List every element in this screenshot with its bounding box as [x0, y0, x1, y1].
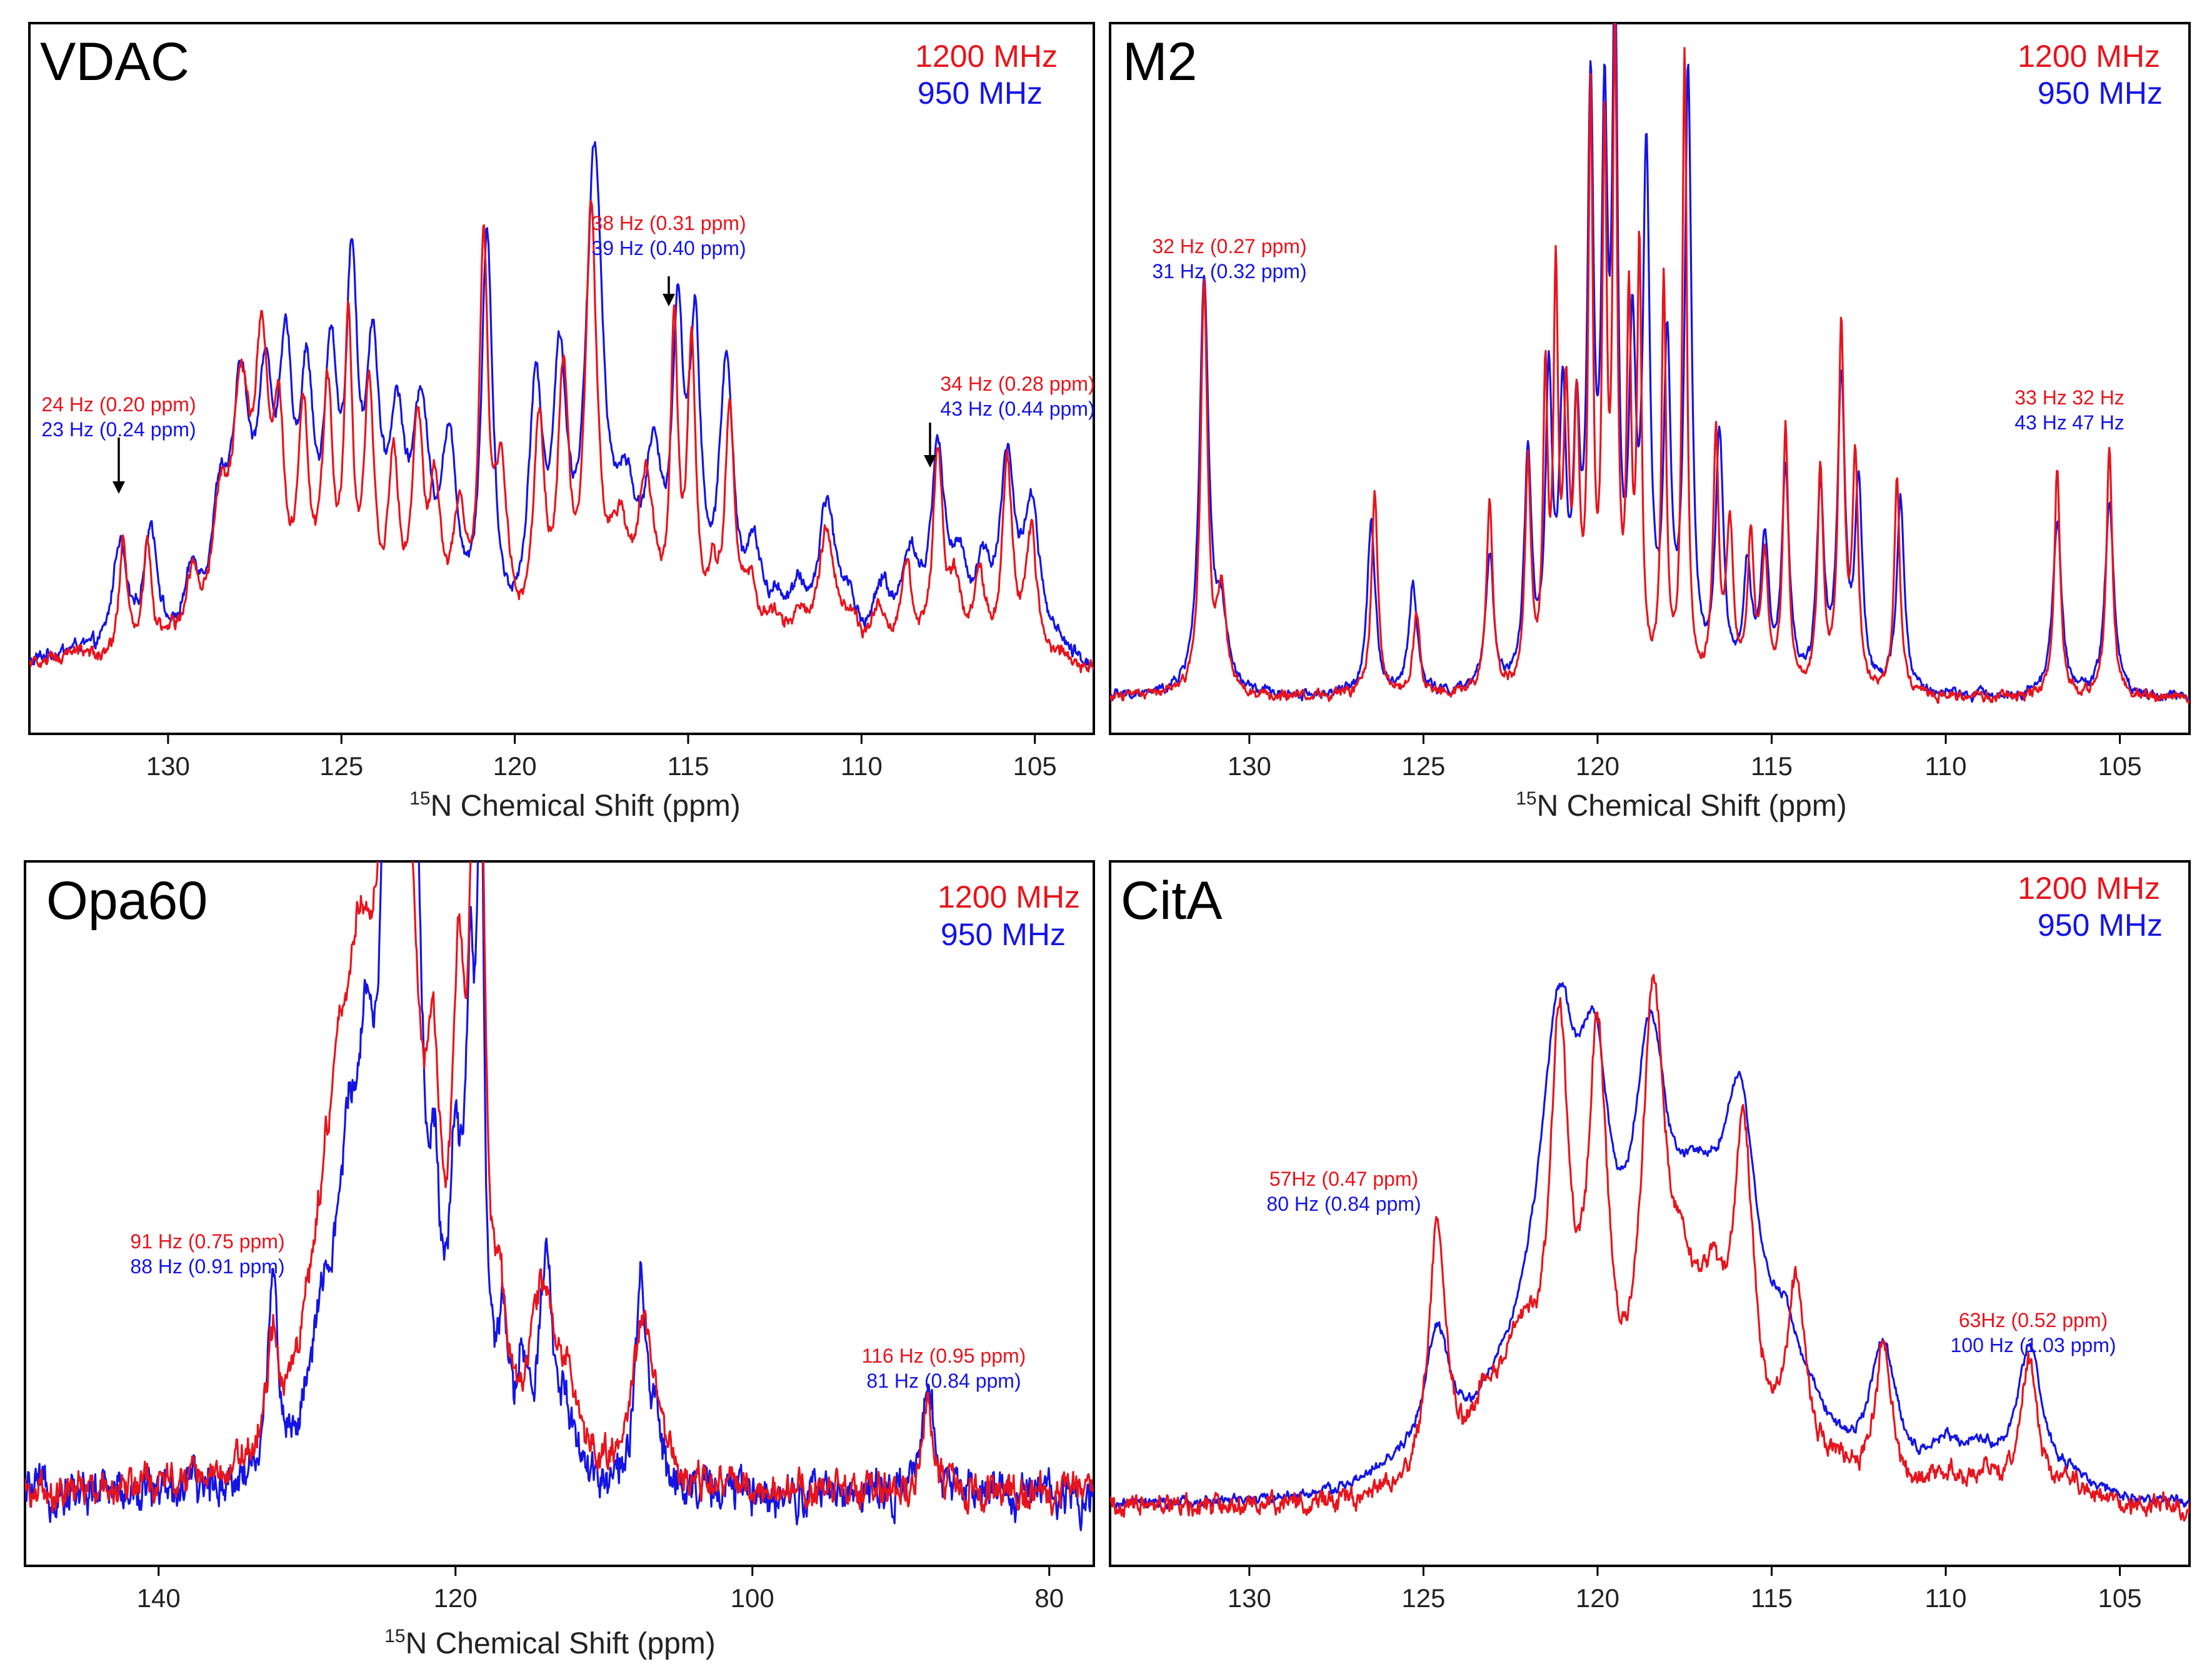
x-axis-ticks: 130 125 120 115 110 105 — [1228, 1566, 2142, 1613]
traces — [1110, 974, 2189, 1522]
annotation-blue: 80 Hz (0.84 ppm) — [1266, 1193, 1421, 1215]
annotation-blue: 88 Hz (0.91 ppm) — [130, 1255, 284, 1278]
x-axis-ticks: 130 125 120 115 110 105 — [146, 734, 1057, 781]
x-tick-label: 130 — [146, 751, 190, 781]
annotation-red: 91 Hz (0.75 ppm) — [130, 1230, 284, 1253]
annotation-blue: 43 Hz (0.44 ppm) — [940, 398, 1094, 420]
panel-vdac: 130 125 120 115 110 105 24 Hz (0.20 ppm)23 Hz… — [28, 22, 1095, 823]
legend-950: 950 MHz — [2038, 908, 2163, 943]
x-tick-label: 120 — [1576, 1583, 1619, 1613]
series-line-950-mhz — [1110, 23, 2189, 703]
annotation-blue: 47 Hz — [2072, 411, 2124, 434]
plot-frame — [28, 22, 1095, 735]
legend-950: 950 MHz — [941, 917, 1066, 952]
x-tick-label: 110 — [1925, 1583, 1967, 1613]
annotation-blue: 39 Hz (0.40 ppm) — [591, 237, 746, 259]
x-tick-label: 100 — [731, 1583, 774, 1613]
plot-frame — [1109, 860, 2191, 1567]
annotation-blue: 23 Hz (0.24 ppm) — [41, 418, 196, 441]
x-tick-label: 80 — [1034, 1583, 1064, 1613]
annotations: 57Hz (0.47 ppm) 80 Hz (0.84 ppm) 63Hz (0.5… — [1266, 1168, 2116, 1356]
annotation-arrowhead — [924, 455, 936, 468]
series-line-1200-mhz — [1110, 974, 2189, 1522]
x-axis-ticks: 140 120 100 80 — [137, 1566, 1064, 1613]
x-axis-label: 15N Chemical Shift (ppm) — [384, 1626, 716, 1660]
panel-m2: 130 125 120 115 110 105 32 Hz (0.27 ppm)31 Hz… — [1109, 22, 2191, 823]
legend-1200: 1200 MHz — [2018, 871, 2160, 906]
traces — [29, 141, 1094, 674]
annotation-red: 63Hz (0.52 ppm) — [1959, 1309, 2108, 1331]
x-tick-label: 110 — [1925, 751, 1967, 781]
annotations: 32 Hz (0.27 ppm)31 Hz (0.32 ppm) 33 Hz43 … — [1152, 235, 2124, 434]
legend-1200: 1200 MHz — [2018, 39, 2160, 74]
x-axis-label: 15N Chemical Shift (ppm) — [1516, 788, 1847, 823]
x-tick-label: 105 — [2098, 1583, 2142, 1613]
panel-title: Opa60 — [46, 871, 208, 931]
plot-frame — [24, 860, 1095, 1567]
x-tick-label: 125 — [1401, 1583, 1445, 1613]
x-tick-label: 105 — [2098, 751, 2142, 781]
legend-1200: 1200 MHz — [938, 880, 1080, 915]
annotation-blue: 100 Hz (1.03 ppm) — [1950, 1334, 2116, 1356]
panel-opa60: 140 120 100 80 91 Hz (0.75 ppm)88 Hz (0.91 … — [24, 860, 1095, 1660]
x-tick-label: 130 — [1228, 1583, 1271, 1613]
x-tick-label: 115 — [667, 751, 709, 781]
annotation-arrowhead — [663, 294, 675, 306]
annotation-blue: 31 Hz (0.32 ppm) — [1152, 260, 1306, 283]
x-axis-label: 15N Chemical Shift (ppm) — [409, 788, 741, 823]
panel-title: CitA — [1121, 871, 1223, 931]
plot-frame — [1109, 22, 2191, 735]
x-axis-ticks: 130 125 120 115 110 105 — [1228, 734, 2142, 781]
annotations: 91 Hz (0.75 ppm)88 Hz (0.91 ppm) 116 Hz (… — [130, 1230, 1026, 1392]
annotation-red: 32 Hz (0.27 ppm) — [1152, 235, 1306, 258]
x-tick-label: 140 — [137, 1583, 181, 1613]
series-line-950-mhz — [1110, 982, 2189, 1510]
annotations: 24 Hz (0.20 ppm)23 Hz (0.24 ppm) 38 Hz (0… — [41, 212, 1095, 494]
x-tick-label: 125 — [1401, 751, 1445, 781]
series-line-950-mhz — [29, 141, 1094, 671]
x-tick-label: 120 — [434, 1583, 478, 1613]
panel-cita: 130 125 120 115 110 105 57Hz (0.47 ppm) 80 Hz … — [1109, 860, 2191, 1613]
annotation-red: 38 Hz (0.31 ppm) — [591, 212, 746, 234]
annotation-red: 116 Hz (0.95 ppm) — [862, 1345, 1026, 1367]
x-tick-label: 115 — [1751, 751, 1793, 781]
annotation-red: 24 Hz (0.20 ppm) — [41, 393, 196, 416]
annotation-blue: 43 Hz — [2014, 411, 2067, 434]
x-tick-label: 110 — [841, 751, 883, 781]
x-tick-label: 115 — [1751, 1583, 1793, 1613]
x-tick-label: 125 — [319, 751, 363, 781]
x-tick-label: 130 — [1228, 751, 1271, 781]
legend-950: 950 MHz — [918, 76, 1043, 111]
annotation-red: 57Hz (0.47 ppm) — [1269, 1168, 1418, 1190]
x-tick-label: 105 — [1013, 751, 1057, 781]
annotation-blue: 81 Hz (0.84 ppm) — [866, 1370, 1021, 1392]
series-line-1200-mhz — [1110, 23, 2189, 705]
x-tick-label: 120 — [1576, 751, 1619, 781]
panel-title: VDAC — [40, 32, 189, 92]
traces — [25, 861, 1094, 1531]
series-line-1200-mhz — [29, 200, 1094, 674]
annotation-red: 33 Hz — [2014, 386, 2067, 409]
annotation-arrowhead — [113, 481, 125, 494]
traces — [1110, 23, 2189, 705]
annotation-red: 34 Hz (0.28 ppm) — [940, 373, 1094, 395]
series-line-1200-mhz — [25, 861, 1094, 1516]
legend-950: 950 MHz — [2038, 76, 2163, 111]
legend-1200: 1200 MHz — [915, 39, 1058, 74]
annotation-red: 32 Hz — [2072, 386, 2124, 409]
panel-title: M2 — [1123, 32, 1197, 92]
x-tick-label: 120 — [493, 751, 537, 781]
